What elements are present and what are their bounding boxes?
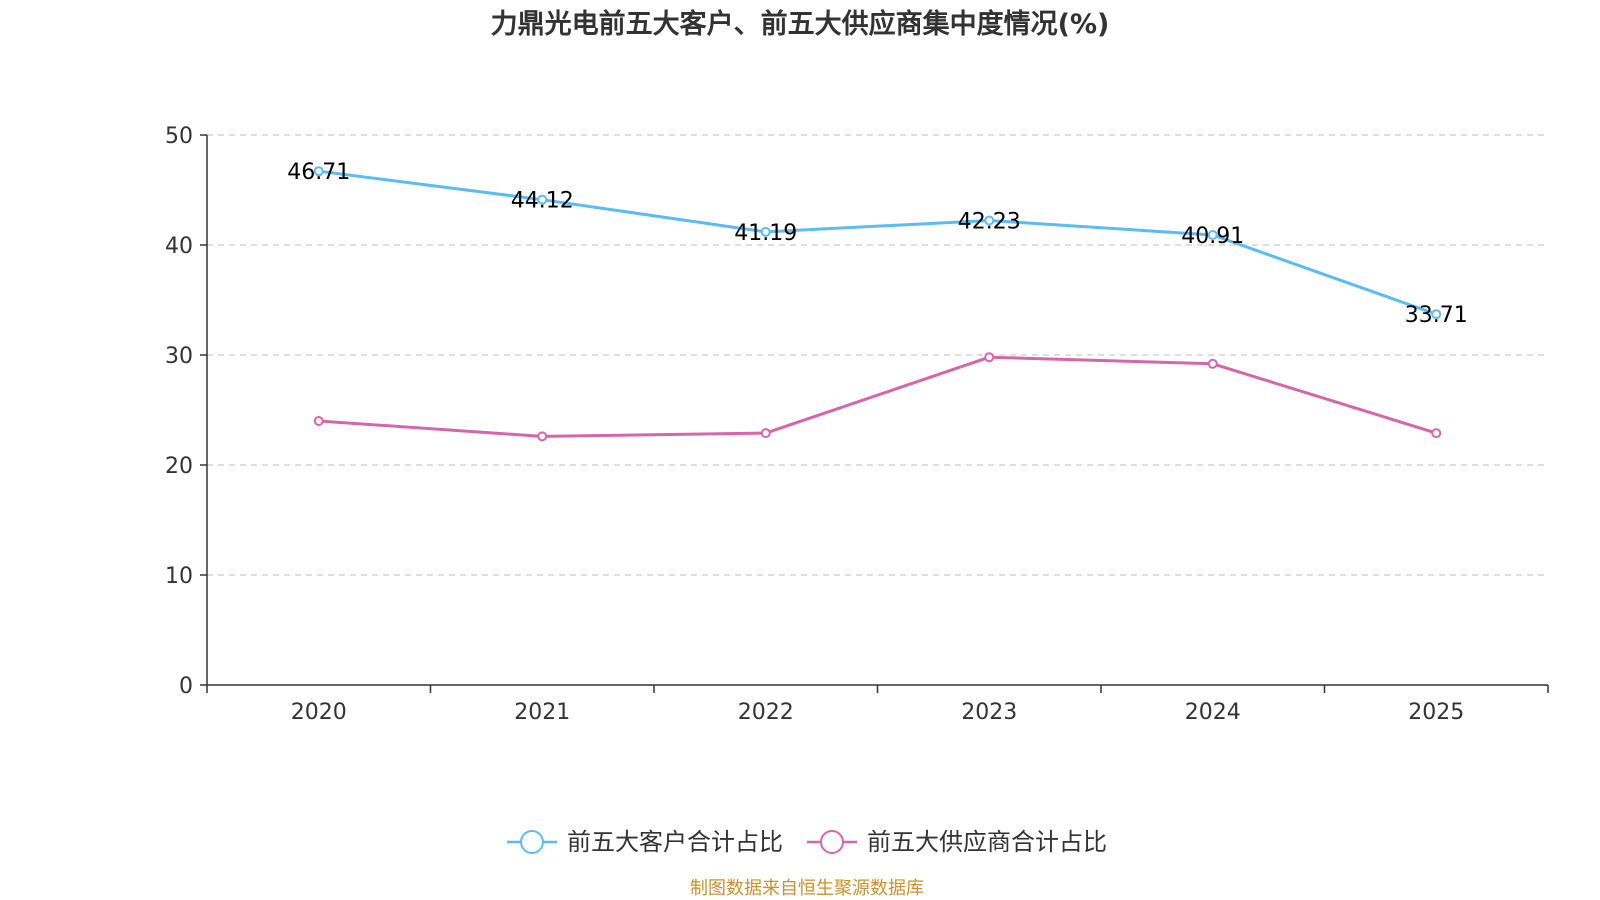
y-tick-label: 10 xyxy=(165,564,193,589)
data-label: 42.23 xyxy=(958,209,1021,234)
data-point[interactable] xyxy=(760,226,771,237)
data-point[interactable] xyxy=(313,166,324,177)
x-tick-label: 2025 xyxy=(1408,700,1464,725)
data-point[interactable] xyxy=(537,431,548,442)
legend-item-suppliers[interactable]: 前五大供应商合计占比 xyxy=(807,828,1107,856)
series-0: 46.71 44.12 41.19 42.23 40.91 33.71 xyxy=(287,160,1467,328)
series-1 xyxy=(313,352,1442,442)
data-point[interactable] xyxy=(760,428,771,439)
y-tick-label: 20 xyxy=(165,454,193,479)
series-group: 46.71 44.12 41.19 42.23 40.91 33.71 xyxy=(287,160,1468,442)
data-point[interactable] xyxy=(984,352,995,363)
data-point[interactable] xyxy=(313,416,324,426)
x-tick-label: 2024 xyxy=(1185,700,1241,725)
y-tick-label: 40 xyxy=(165,234,193,259)
source-note: 制图数据来自恒生聚源数据库 xyxy=(690,878,924,899)
x-tick-label: 2020 xyxy=(291,700,347,725)
x-tick-label: 2021 xyxy=(514,700,570,725)
chart-title: 力鼎光电前五大客户、前五大供应商集中度情况(%) xyxy=(491,8,1110,40)
series-line xyxy=(318,355,1437,438)
data-point[interactable] xyxy=(1207,229,1218,240)
legend: 前五大客户合计占比 前五大供应商合计占比 xyxy=(507,828,1107,856)
data-point[interactable] xyxy=(984,215,995,226)
x-tick-label: 2023 xyxy=(961,700,1017,725)
legend-item-customers[interactable]: 前五大客户合计占比 xyxy=(507,828,783,856)
data-label: 46.71 xyxy=(287,160,350,185)
data-label: 44.12 xyxy=(511,189,574,214)
data-label: 40.91 xyxy=(1181,224,1244,249)
legend-swatch-marker xyxy=(820,830,844,854)
data-point[interactable] xyxy=(1431,428,1442,439)
legend-swatch-marker xyxy=(520,830,544,854)
data-point[interactable] xyxy=(1431,309,1442,320)
grid-lines xyxy=(207,134,1548,576)
data-label: 33.71 xyxy=(1405,303,1468,328)
data-point[interactable] xyxy=(537,194,548,205)
data-label: 41.19 xyxy=(734,221,797,246)
series-line xyxy=(318,169,1437,316)
legend-label-suppliers: 前五大供应商合计占比 xyxy=(867,828,1107,856)
x-tick-label: 2022 xyxy=(738,700,794,725)
data-point[interactable] xyxy=(1207,358,1218,369)
legend-label-customers: 前五大客户合计占比 xyxy=(567,828,783,856)
axes: 0 10 20 30 40 50 2020 2021 2022 2023 2024 2025 xyxy=(165,124,1549,725)
y-tick-label: 0 xyxy=(179,674,193,699)
y-tick-label: 30 xyxy=(165,344,193,369)
y-tick-label: 50 xyxy=(165,124,193,149)
